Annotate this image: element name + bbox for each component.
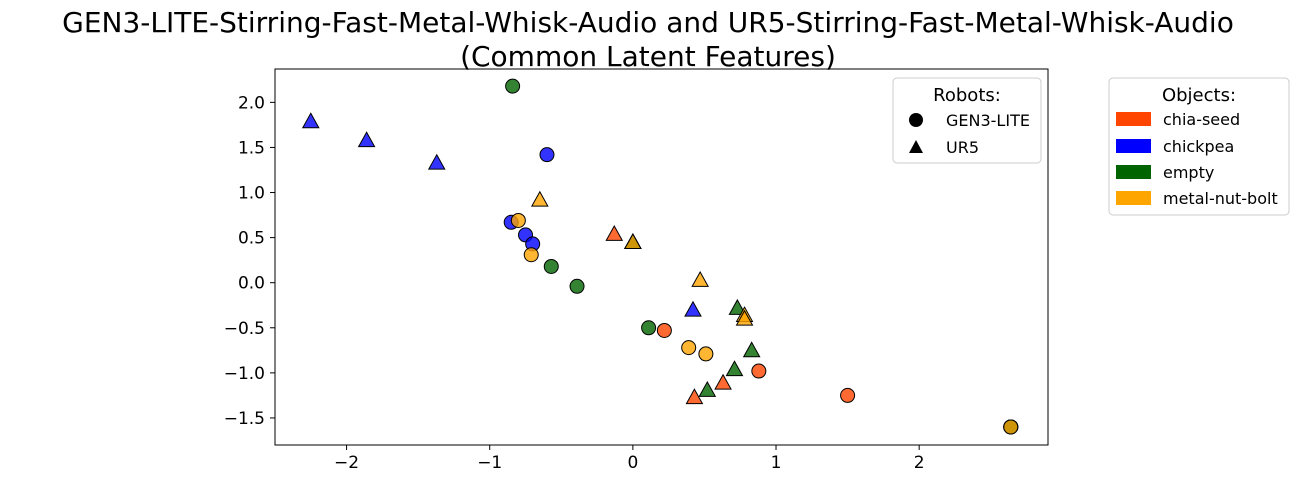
y-tick-label: 1.5 xyxy=(238,138,265,158)
y-tick-label: −0.5 xyxy=(224,319,265,339)
ur5-empty-point xyxy=(725,360,744,377)
gen3-lite-chickpea-point xyxy=(539,147,555,163)
x-tick-label: −1 xyxy=(477,453,502,473)
gen3-lite-metal-nut-bolt-point xyxy=(698,346,714,362)
gen3-lite-empty-point xyxy=(505,78,521,94)
ur5-chickpea-point xyxy=(684,300,702,317)
ur5-chickpea-point xyxy=(427,153,446,170)
ur5-empty-point xyxy=(698,380,717,397)
legend-circle-icon xyxy=(909,113,923,127)
y-tick-label: 0.5 xyxy=(238,229,265,249)
legend-robot-gen3-lite: GEN3-LITE xyxy=(946,111,1030,130)
robots-legend: Robots: GEN3-LITE UR5 xyxy=(892,77,1042,164)
x-tick-label: 2 xyxy=(914,453,925,473)
y-tick-label: −1.0 xyxy=(224,364,265,384)
x-tick-label: −2 xyxy=(334,453,359,473)
gen3-lite-empty-point xyxy=(569,278,585,294)
robots-legend-title: Robots: xyxy=(933,85,1001,106)
ur5-metal-nut-bolt-point xyxy=(735,309,754,326)
x-tick-label: 0 xyxy=(627,453,638,473)
ur5-metal-nut-bolt-point xyxy=(691,270,709,287)
objects-legend-box xyxy=(1108,77,1290,216)
legend-triangle-icon xyxy=(909,140,923,153)
x-tick-label: 1 xyxy=(771,453,782,473)
y-tick-label: 1.0 xyxy=(238,184,265,204)
y-tick-label: 2.0 xyxy=(238,93,265,113)
gen3-lite-metal-nut-bolt-point xyxy=(523,247,539,263)
objects-legend-title: Objects: xyxy=(1162,85,1236,106)
legend-swatch-metal-nut-bolt xyxy=(1116,191,1151,205)
y-tick-label: −1.5 xyxy=(224,409,265,429)
gen3-lite-empty-point xyxy=(543,258,559,274)
y-axis-ticks: 2.0 1.5 1.0 0.5 0.0 −0.5 −1.0 −1.5 xyxy=(224,93,275,429)
gen3-lite-chia-seed-point xyxy=(656,322,672,338)
legend-object-chickpea: chickpea xyxy=(1163,137,1234,156)
chart-title-line-1: GEN3-LITE-Stirring-Fast-Metal-Whisk-Audi… xyxy=(62,6,1234,39)
scatter-points xyxy=(301,78,1019,435)
gen3-lite-metal-nut-bolt-point xyxy=(510,212,526,228)
legend-object-chia-seed: chia-seed xyxy=(1163,110,1240,129)
ur5-chickpea-point xyxy=(301,112,320,129)
plot-frame xyxy=(274,68,1049,446)
ur5-metal-nut-bolt-point xyxy=(624,233,642,250)
legend-object-metal-nut-bolt: metal-nut-bolt xyxy=(1163,189,1278,208)
chart-title-line-2: (Common Latent Features) xyxy=(460,40,836,73)
objects-legend: Objects: chia-seed chickpea empty metal-… xyxy=(1108,77,1290,216)
gen3-lite-chia-seed-point xyxy=(840,387,856,403)
ur5-empty-point xyxy=(728,298,747,315)
legend-swatch-chickpea xyxy=(1116,139,1151,153)
ur5-chia-seed-point xyxy=(714,373,732,390)
legend-object-empty: empty xyxy=(1163,163,1214,182)
gen3-lite-chia-seed-point xyxy=(751,363,767,379)
ur5-chia-seed-point xyxy=(685,388,704,405)
legend-swatch-chia-seed xyxy=(1116,112,1151,126)
ur5-metal-nut-bolt-point xyxy=(530,190,549,207)
gen3-lite-metal-nut-bolt-point xyxy=(681,340,697,356)
legend-robot-ur5: UR5 xyxy=(946,138,979,157)
gen3-lite-empty-point xyxy=(641,320,657,336)
ur5-empty-point xyxy=(742,341,761,358)
robots-legend-box xyxy=(892,77,1042,164)
gen3-lite-metal-nut-bolt-point xyxy=(1003,419,1019,435)
y-tick-label: 0.0 xyxy=(238,274,265,294)
legend-swatch-empty xyxy=(1116,165,1151,179)
x-axis-ticks: −2 −1 0 1 2 xyxy=(334,445,925,473)
ur5-chia-seed-point xyxy=(605,224,624,241)
ur5-chickpea-point xyxy=(357,131,376,148)
